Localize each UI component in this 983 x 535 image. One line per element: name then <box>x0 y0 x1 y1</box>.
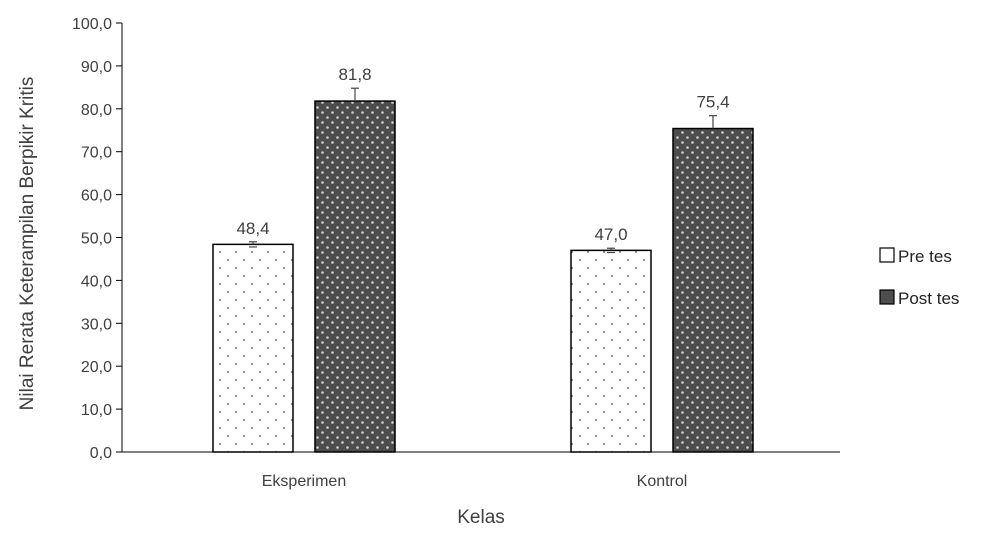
y-tick-label: 50,0 <box>81 231 112 248</box>
legend-label: Pre tes <box>898 247 952 266</box>
y-axis: 0,0 10,0 20,0 30,0 40,0 50,0 60,0 70,0 80,0 90,0 1… <box>72 16 123 462</box>
y-tick-label: 100,0 <box>72 16 112 33</box>
error-bar <box>249 241 257 248</box>
y-tick-label: 30,0 <box>81 316 112 333</box>
bar-post-tes-eksperimen <box>314 100 396 453</box>
y-tick-label: 40,0 <box>81 273 112 290</box>
y-tick-label: 0,0 <box>90 445 112 462</box>
legend-item: Post tes <box>879 289 959 308</box>
y-tick-label: 90,0 <box>81 59 112 76</box>
data-label: 75,4 <box>696 93 729 112</box>
x-axis-title: Kelas <box>457 507 505 528</box>
data-label: 81,8 <box>338 65 371 84</box>
data-label: 48,4 <box>236 219 269 238</box>
data-label: 47,0 <box>594 225 627 244</box>
error-bar <box>607 247 615 254</box>
legend-swatch <box>879 289 895 305</box>
y-tick-label: 20,0 <box>81 359 112 376</box>
error-bar <box>709 115 717 129</box>
y-tick-label: 60,0 <box>81 188 112 205</box>
x-tick-label: Kontrol <box>637 473 688 490</box>
legend-label: Post tes <box>898 289 959 308</box>
y-axis-title: Nilai Rerata Keterampilan Berpikir Kriti… <box>17 77 38 411</box>
legend-swatch <box>879 247 895 263</box>
legend-item: Pre tes <box>879 247 952 266</box>
bar-pre-tes-kontrol <box>570 249 652 453</box>
bar-group: 48,4 81,8 47,0 75,4 <box>212 65 754 453</box>
y-tick-label: 80,0 <box>81 102 112 119</box>
x-tick-label: Eksperimen <box>262 473 346 490</box>
y-tick-label: 70,0 <box>81 145 112 162</box>
y-tick-label: 10,0 <box>81 402 112 419</box>
error-bar <box>351 87 359 102</box>
bar-post-tes-kontrol <box>672 127 754 453</box>
legend: Pre tes Post tes <box>879 247 959 308</box>
bar-pre-tes-eksperimen <box>212 243 294 453</box>
x-axis: Eksperimen Kontrol <box>122 451 840 490</box>
